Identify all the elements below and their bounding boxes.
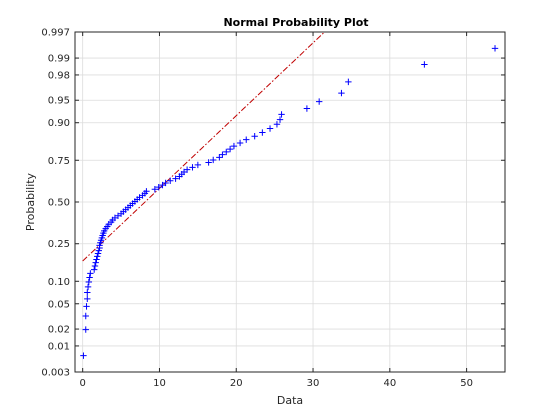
data-point	[266, 125, 274, 132]
grid	[75, 31, 505, 373]
data-point	[87, 270, 94, 277]
x-tick-label: 0	[79, 378, 85, 389]
chart-title: Normal Probability Plot	[223, 16, 368, 29]
data-point	[93, 256, 100, 263]
x-tick-label: 40	[383, 378, 396, 389]
data-point	[162, 179, 169, 187]
data-point	[276, 116, 284, 123]
data-point	[94, 250, 102, 257]
data-point	[85, 278, 93, 286]
data-point	[183, 166, 191, 173]
data-point	[82, 312, 89, 320]
data-point	[189, 164, 196, 171]
data-point	[90, 266, 98, 273]
y-tick-label: 0.05	[48, 299, 70, 310]
data-point	[84, 289, 91, 296]
data-point	[303, 105, 311, 112]
data-point	[95, 247, 103, 254]
data-point	[273, 121, 281, 128]
y-tick-label: 0.997	[41, 28, 70, 39]
x-tick-label: 20	[230, 378, 243, 389]
data-point	[338, 89, 345, 97]
x-tick-label: 50	[460, 378, 473, 389]
data-point	[167, 177, 174, 185]
data-point	[82, 326, 89, 333]
data-point	[243, 136, 250, 143]
x-axis-ticks: 0 10 20 30 40 50	[79, 32, 473, 389]
data-point	[94, 253, 101, 260]
y-axis-title: Probability	[24, 172, 37, 231]
data-point	[84, 295, 91, 303]
y-tick-label: 0.90	[48, 118, 70, 129]
data-point	[236, 139, 244, 147]
data-point	[86, 274, 93, 281]
data-point	[80, 352, 87, 359]
data-point	[84, 283, 92, 291]
data-point	[216, 154, 223, 161]
y-tick-label: 0.50	[48, 198, 70, 209]
data-point	[194, 161, 202, 169]
x-tick-label: 10	[153, 378, 166, 389]
data-point	[155, 183, 162, 191]
data-point	[172, 175, 179, 182]
data-point	[210, 156, 217, 164]
reference-line	[82, 31, 325, 262]
data-point	[143, 188, 150, 195]
data-point	[345, 78, 352, 86]
data-point	[230, 142, 238, 150]
data-point	[205, 159, 212, 166]
data-point	[315, 98, 323, 105]
y-tick-label: 0.01	[48, 341, 70, 352]
data-point	[223, 148, 230, 156]
y-tick-label: 0.98	[48, 70, 70, 81]
y-tick-label: 0.99	[48, 54, 70, 65]
data-point	[259, 129, 266, 136]
x-axis-title: Data	[277, 394, 303, 407]
y-tick-label: 0.02	[48, 325, 70, 336]
data-point	[278, 111, 285, 118]
data-points	[80, 45, 499, 359]
data-point	[219, 151, 226, 158]
y-tick-label: 0.25	[48, 239, 70, 250]
data-point	[83, 303, 90, 310]
data-point	[491, 45, 499, 52]
data-point	[92, 259, 99, 266]
data-point	[421, 61, 428, 68]
data-point	[226, 145, 234, 153]
y-tick-label: 0.10	[48, 277, 70, 288]
x-tick-label: 30	[307, 378, 320, 389]
y-tick-label: 0.003	[41, 368, 70, 379]
data-point	[91, 262, 99, 270]
y-tick-label: 0.95	[48, 96, 70, 107]
data-point	[151, 186, 159, 193]
data-point	[251, 133, 258, 140]
reference-line-layer	[82, 31, 325, 262]
y-axis-ticks: 0.003 0.01 0.02 0.05 0.10 0.25 0.50 0.75 0.90 0.9…	[41, 28, 505, 379]
y-tick-label: 0.75	[48, 156, 70, 167]
